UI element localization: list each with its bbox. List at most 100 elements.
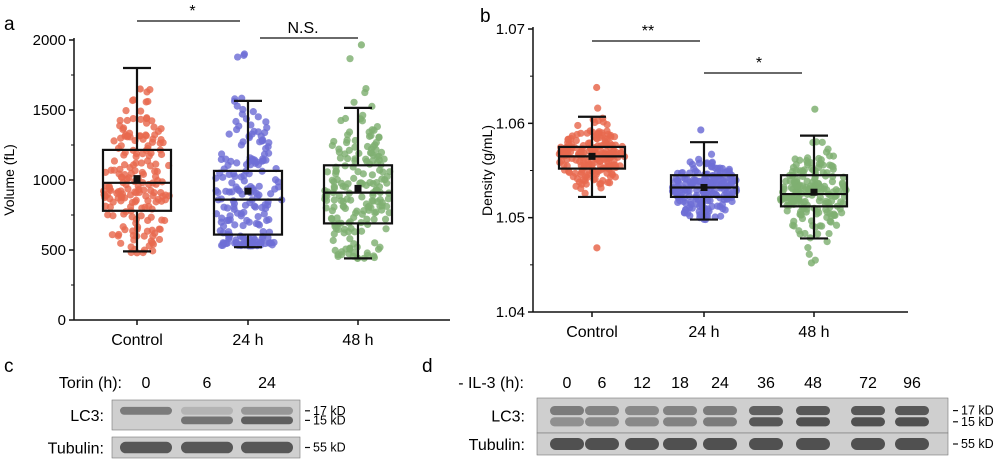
blot-band — [241, 416, 293, 425]
blot-band — [181, 416, 233, 425]
data-point — [593, 83, 601, 92]
data-point — [704, 205, 712, 213]
data-point — [382, 225, 390, 233]
box-mean — [133, 175, 141, 183]
data-point — [350, 98, 358, 106]
data-point — [149, 247, 157, 255]
significance-label: * — [756, 55, 762, 72]
data-point — [238, 190, 246, 198]
data-point — [564, 135, 572, 144]
data-point — [333, 214, 341, 222]
data-point — [330, 183, 338, 191]
data-point — [796, 156, 804, 164]
data-point — [825, 229, 833, 238]
data-point — [261, 239, 269, 248]
data-point — [359, 111, 367, 119]
data-point — [140, 232, 148, 240]
blot-band — [625, 437, 659, 451]
marker-label: 15 kD — [961, 415, 994, 429]
box-iqr — [101, 148, 173, 212]
data-point — [132, 153, 140, 161]
data-point — [103, 190, 112, 199]
data-point — [222, 239, 230, 248]
data-point — [151, 172, 160, 181]
blot-lane-label: 0 — [563, 375, 572, 392]
data-point — [671, 187, 679, 195]
data-point — [231, 221, 239, 229]
data-point — [804, 244, 812, 252]
blot-band — [663, 417, 697, 427]
marker-label: 15 kD — [313, 413, 346, 427]
data-point — [346, 55, 354, 63]
data-point — [343, 136, 351, 144]
data-point — [816, 183, 825, 191]
data-point — [575, 149, 583, 157]
blot-lane-label: 24 — [711, 375, 729, 392]
data-point — [381, 215, 390, 223]
data-point — [124, 185, 132, 193]
data-point — [350, 174, 358, 182]
data-point — [697, 126, 705, 134]
data-point — [129, 161, 138, 169]
box-group-h48 — [776, 105, 850, 267]
data-point — [371, 141, 379, 149]
blot-lane-label: 48 — [804, 375, 822, 392]
data-point — [577, 161, 585, 170]
blot-band — [550, 406, 584, 416]
x-tick-label: 24 h — [232, 332, 263, 349]
data-point — [608, 171, 617, 179]
data-point — [780, 185, 788, 193]
marker-label: 17 kD — [313, 404, 346, 418]
data-point — [232, 117, 240, 126]
data-point — [259, 136, 267, 144]
blot-lane-label: 6 — [598, 375, 607, 392]
blot-row-label: LC3: — [70, 408, 104, 425]
data-point — [105, 182, 113, 191]
data-point — [240, 50, 249, 58]
blot-band — [120, 406, 172, 415]
data-point — [728, 197, 736, 206]
data-point — [142, 132, 150, 140]
blot-lane-label: 24 — [258, 375, 276, 392]
blot-band — [851, 417, 885, 427]
data-point — [108, 231, 116, 239]
blot-band — [749, 406, 783, 416]
box-iqr — [212, 169, 284, 236]
data-point — [114, 232, 122, 240]
data-point — [341, 114, 350, 123]
box-iqr — [669, 174, 739, 199]
data-point — [347, 224, 355, 233]
blot-lane-label: 18 — [671, 375, 689, 392]
data-point — [706, 196, 714, 205]
data-point — [343, 155, 352, 163]
blot-band — [895, 406, 929, 416]
box-mean — [354, 184, 362, 192]
blot-band — [585, 406, 619, 416]
data-point — [827, 197, 836, 205]
y-tick-label: 0 — [58, 312, 66, 329]
blot-band — [851, 406, 885, 416]
data-point — [823, 186, 831, 194]
data-point — [574, 121, 582, 130]
data-point — [790, 178, 798, 186]
data-point — [829, 152, 838, 160]
data-point — [227, 157, 235, 166]
data-point — [610, 133, 619, 141]
data-point — [721, 206, 729, 214]
data-point — [334, 251, 342, 259]
x-tick-label: 24 h — [688, 324, 719, 341]
data-point — [232, 236, 240, 244]
data-point — [228, 188, 236, 196]
data-point — [225, 170, 233, 179]
data-point — [329, 236, 337, 245]
data-point — [577, 184, 585, 192]
data-point — [147, 213, 155, 221]
data-point — [838, 209, 846, 217]
data-point — [263, 124, 271, 132]
blot-lane-label: 6 — [203, 375, 212, 392]
blot-band — [181, 441, 233, 454]
data-point — [601, 138, 609, 146]
blot-band — [550, 437, 584, 451]
data-point — [676, 197, 684, 205]
data-point — [829, 172, 837, 181]
